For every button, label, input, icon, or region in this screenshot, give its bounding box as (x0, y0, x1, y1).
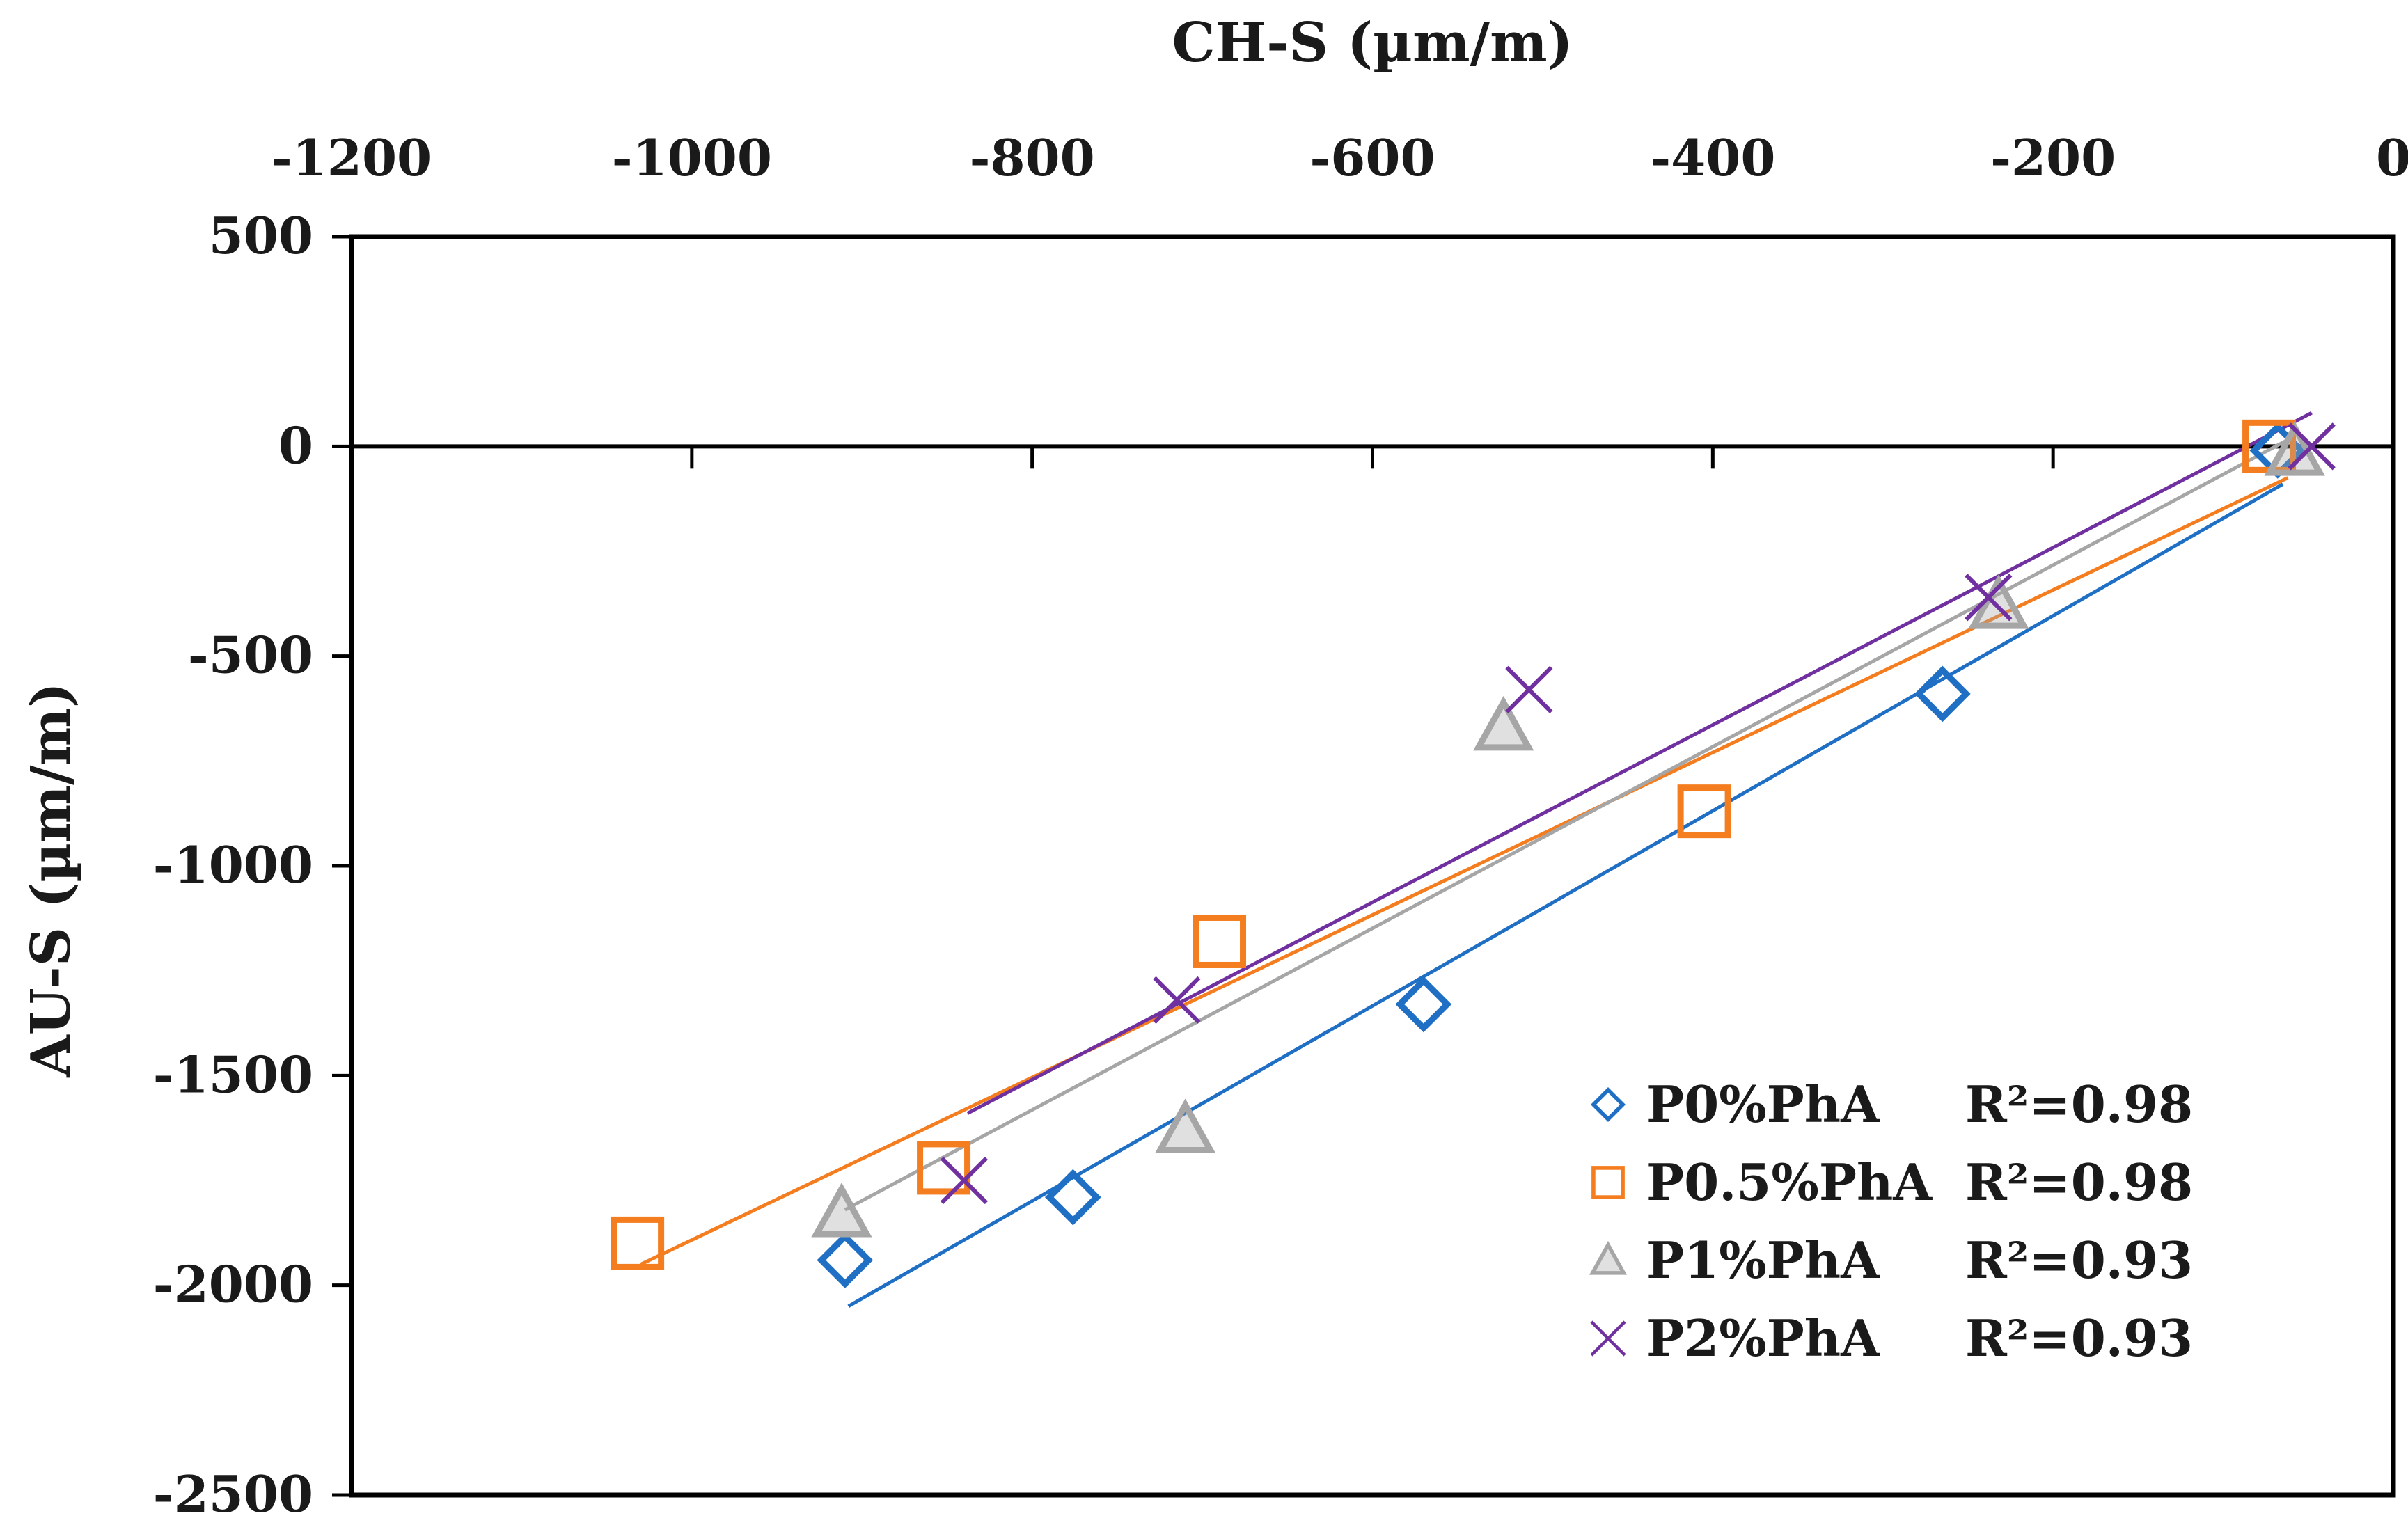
data-points (611, 419, 2336, 1288)
data-point-series-0 (1044, 1169, 1101, 1226)
legend-marker-2 (1589, 1240, 1628, 1275)
x-ticks: -1200 -1000 -800 -600 -400 -200 0 (272, 128, 2408, 469)
x-tick-label: 0 (2376, 128, 2408, 187)
y-tick-label: -2500 (153, 1464, 313, 1524)
legend-marker-1 (1591, 1166, 1625, 1199)
data-point-series-3 (1153, 976, 1201, 1024)
y-tick-label: -500 (188, 626, 313, 685)
data-point-series-2 (1968, 574, 2029, 629)
x-axis-title: CH-S (µm/m) (1172, 11, 1573, 74)
x-tick-label: -800 (970, 128, 1095, 187)
data-point-series-3 (1965, 574, 2013, 622)
legend-marker-0 (1590, 1086, 1626, 1123)
fit-line-series-2 (844, 436, 2292, 1212)
fit-line-series-3 (966, 411, 2313, 1115)
x-tick-label: -1200 (272, 128, 432, 187)
fit-line-series-1 (640, 476, 2289, 1266)
x-tick-label: -400 (1650, 128, 1775, 187)
data-point-series-3 (2288, 422, 2336, 471)
x-tick-label: -1000 (612, 128, 772, 187)
data-point-series-3 (1505, 665, 1553, 714)
y-tick-label: 500 (209, 206, 313, 265)
data-point-series-1 (917, 1141, 971, 1195)
data-point-series-2 (1154, 1098, 1216, 1153)
legend: P0%PhA R²=0.98 P0.5%PhA R²=0.98 P1%PhA R²=0.9… (1589, 1075, 2193, 1368)
y-axis-title: AU-S (µm/m) (19, 682, 83, 1077)
data-point-series-3-stroke (1153, 976, 1201, 1024)
legend-r2-1: R²=0.98 (1965, 1153, 2193, 1212)
plot-area (349, 234, 2396, 1498)
data-point-series-1 (611, 1216, 665, 1270)
data-point-series-3 (940, 1156, 989, 1205)
legend-r2-3: R²=0.93 (1965, 1308, 2193, 1368)
data-point-series-2 (811, 1182, 872, 1238)
data-point-series-3-stroke (940, 1156, 989, 1205)
data-point-series-3-stroke (1965, 574, 2013, 622)
y-tick-label: -1500 (153, 1045, 313, 1104)
legend-label-0: P0%PhA (1646, 1075, 1880, 1134)
x-tick-label: -200 (1990, 128, 2116, 187)
y-tick-label: -1000 (153, 835, 313, 894)
data-point-series-2 (1473, 695, 1534, 751)
y-tick-label: 0 (278, 416, 313, 475)
data-point-series-0 (1395, 976, 1452, 1033)
y-ticks: 500 0 -500 -1000 -1500 -2000 -2500 (153, 206, 352, 1524)
data-point-series-3-stroke (2288, 422, 2336, 471)
y-tick-label: -2000 (153, 1255, 313, 1314)
legend-marker-3-stroke (1590, 1320, 1626, 1357)
data-point-series-0 (1914, 665, 1971, 722)
legend-r2-0: R²=0.98 (1965, 1075, 2193, 1134)
legend-label-3: P2%PhA (1646, 1308, 1880, 1368)
legend-label-2: P1%PhA (1646, 1231, 1880, 1290)
legend-label-1: P0.5%PhA (1646, 1153, 1933, 1212)
legend-marker-3 (1590, 1320, 1626, 1357)
data-point-series-1 (1677, 784, 1731, 839)
fit-line-series-0 (847, 482, 2284, 1308)
data-point-series-1 (1193, 914, 1247, 968)
x-tick-label: -600 (1309, 128, 1435, 187)
legend-r2-2: R²=0.93 (1965, 1231, 2193, 1290)
data-point-series-3-stroke (1505, 665, 1553, 714)
data-point-series-0 (817, 1232, 874, 1288)
